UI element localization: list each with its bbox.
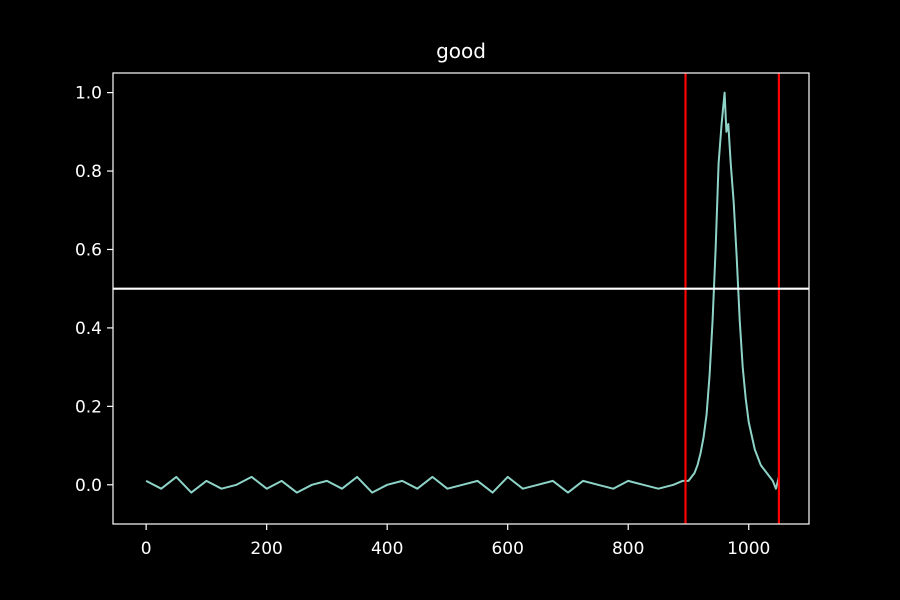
y-tick-label: 0.0 [75, 476, 102, 496]
plot-area [113, 73, 809, 524]
x-tick-label: 400 [371, 539, 403, 559]
y-tick-label: 0.6 [75, 240, 102, 260]
x-tick-label: 0 [141, 539, 152, 559]
x-tick-label: 1000 [727, 539, 770, 559]
chart-title: good [436, 39, 486, 63]
axes-layer: 0 200 400 600 800 1000 0.0 0.2 0.4 0.6 0.8 1.0 [75, 72, 810, 559]
y-tick-label: 1.0 [75, 84, 102, 104]
x-tick-label: 800 [612, 539, 644, 559]
y-tick-label: 0.4 [75, 319, 102, 339]
y-tick-label: 0.2 [75, 397, 102, 417]
y-tick-label: 0.8 [75, 162, 102, 182]
axes-frame [112, 72, 810, 525]
signal-line [145, 91, 780, 494]
x-tick-label: 600 [491, 539, 523, 559]
x-tick-label: 200 [250, 539, 282, 559]
